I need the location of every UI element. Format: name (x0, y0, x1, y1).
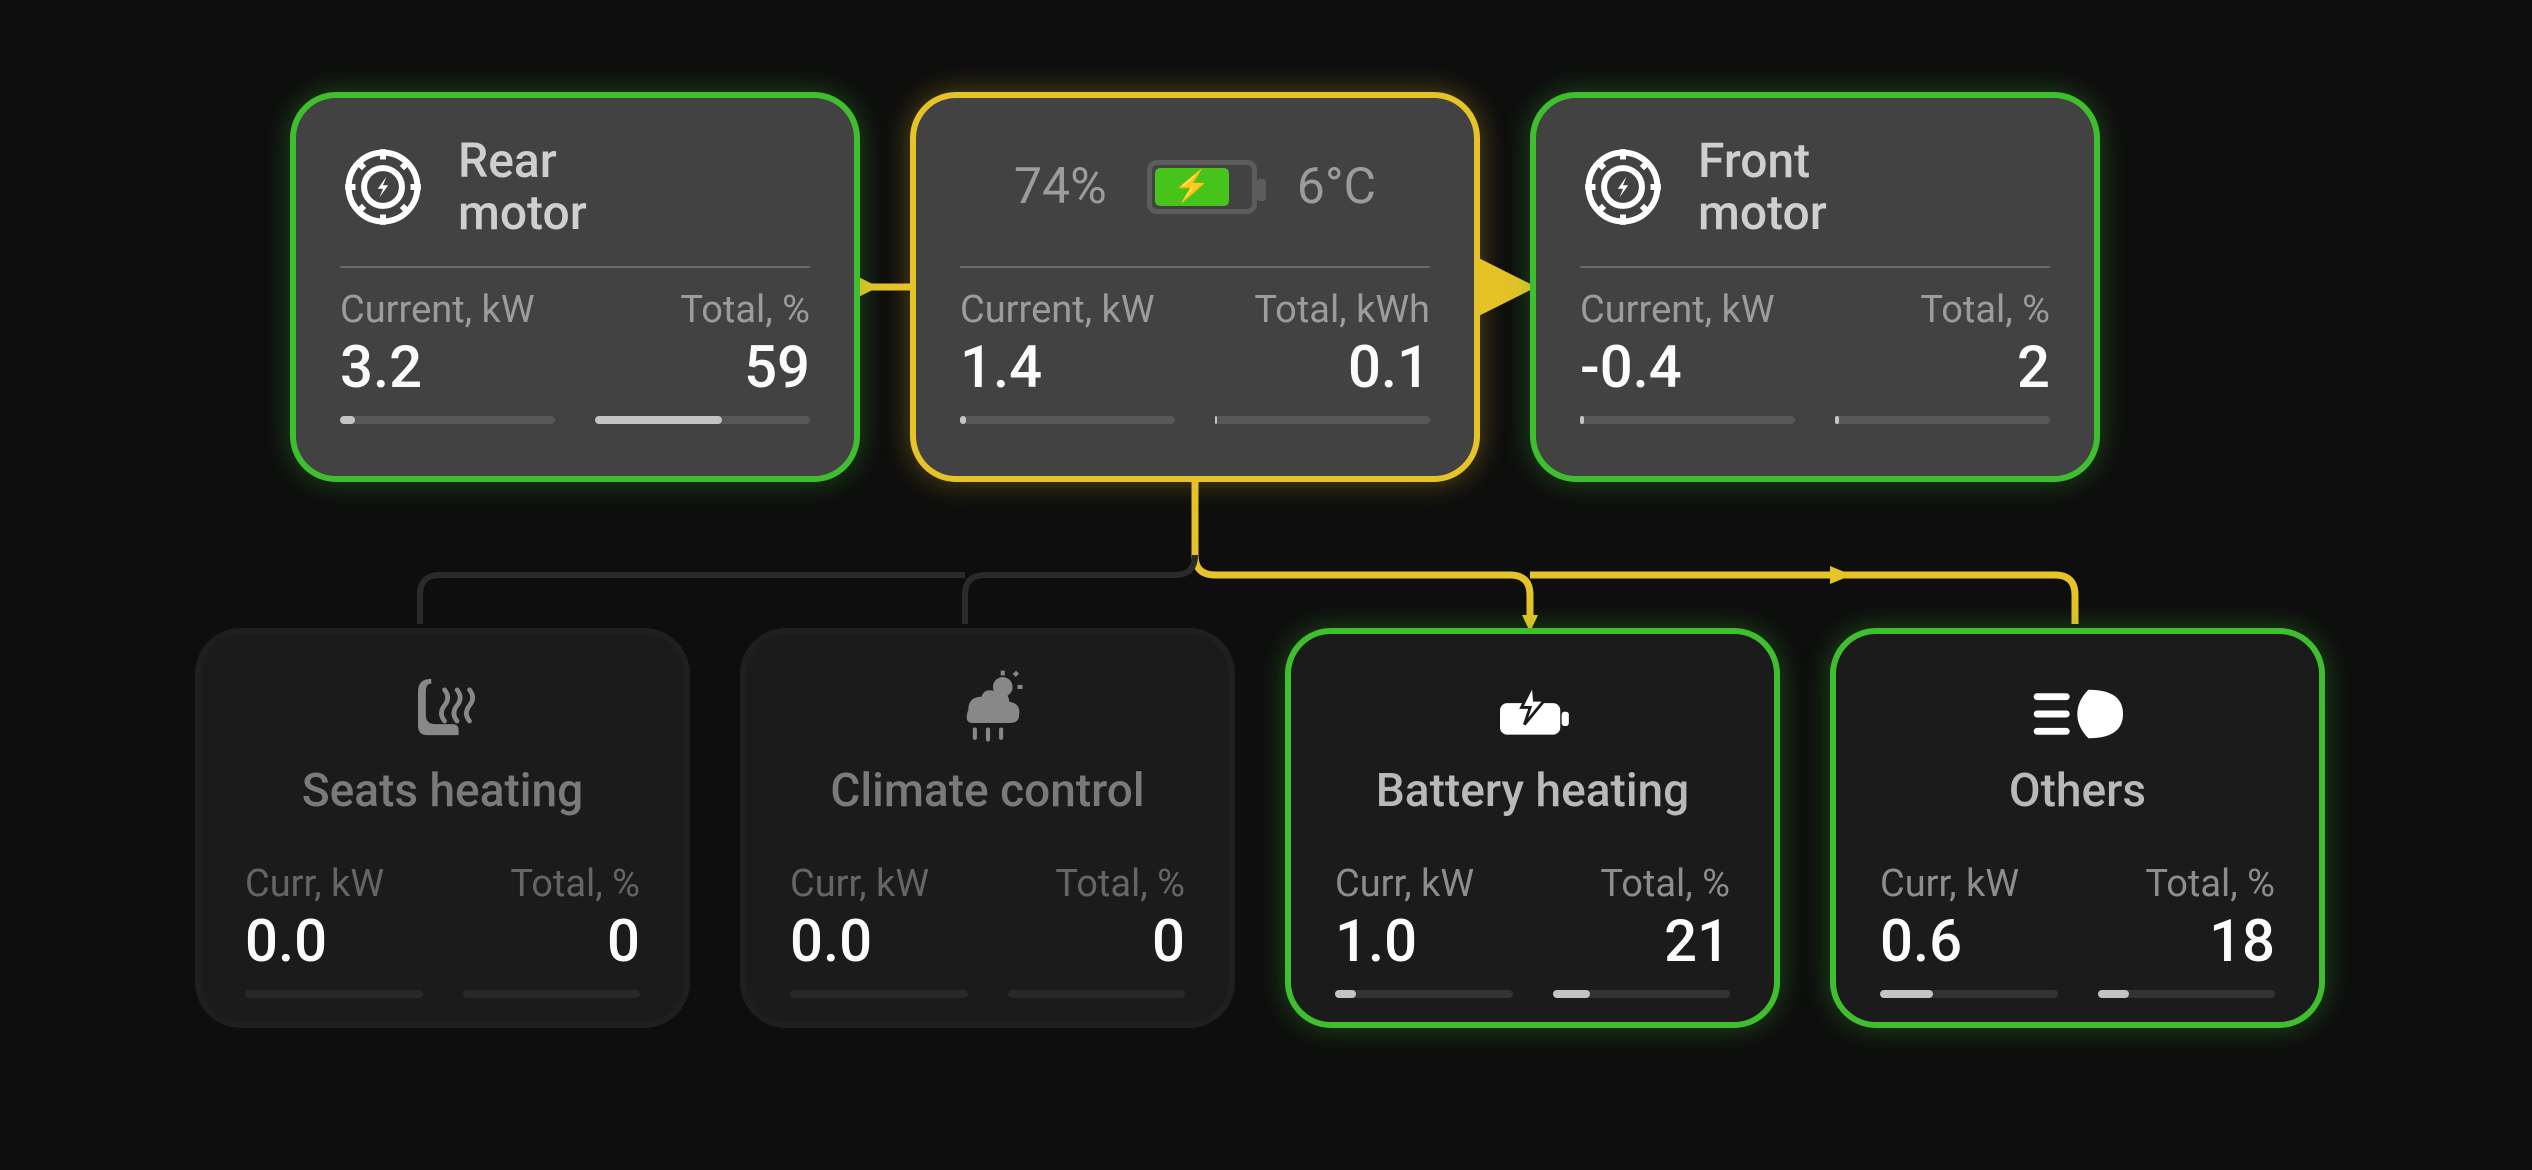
card-title: Climate control (830, 764, 1144, 818)
card-others[interactable]: Others Curr, kW 0.6 Total, % 18 (1830, 628, 2325, 1028)
metric-current: Current, kW -0.4 (1580, 288, 1795, 424)
card-title: Battery heating (1376, 764, 1689, 818)
metric-current: Current, kW 1.4 (960, 288, 1175, 424)
metric-current: Curr, kW 1.0 (1335, 862, 1513, 998)
metric-current: Curr, kW 0.0 (245, 862, 423, 998)
metric-total: Total, % 59 (595, 288, 810, 424)
battery-heating-icon (1490, 676, 1576, 746)
bar-total (1835, 416, 2050, 424)
divider (1580, 266, 2050, 268)
card-title: Front motor (1698, 135, 1827, 239)
bar-current (340, 416, 555, 424)
battery-soc: 74% (1014, 158, 1107, 216)
motor-icon (1580, 144, 1666, 230)
card-title: Seats heating (302, 764, 583, 818)
card-title: Others (2009, 764, 2146, 818)
bar-total (595, 416, 810, 424)
card-battery[interactable]: 74% ⚡ 6°C Current, kW 1.4 Total, kWh 0.1 (910, 92, 1480, 482)
card-front-motor[interactable]: Front motor Current, kW -0.4 Total, % 2 (1530, 92, 2100, 482)
battery-icon: ⚡ (1147, 160, 1257, 214)
card-seats-heating[interactable]: Seats heating Curr, kW 0.0 Total, % 0 (195, 628, 690, 1028)
card-battery-heating[interactable]: Battery heating Curr, kW 1.0 Total, % 21 (1285, 628, 1780, 1028)
divider (960, 266, 1430, 268)
climate-icon (947, 664, 1029, 746)
metric-current: Current, kW 3.2 (340, 288, 555, 424)
metric-current: Curr, kW 0.6 (1880, 862, 2058, 998)
card-rear-motor[interactable]: Rear motor Current, kW 3.2 Total, % 59 (290, 92, 860, 482)
card-title: Rear motor (458, 135, 587, 239)
card-climate-control[interactable]: Climate control Curr, kW 0.0 Total, % 0 (740, 628, 1235, 1028)
metric-current: Curr, kW 0.0 (790, 862, 968, 998)
metric-total: Total, % 21 (1553, 862, 1731, 998)
motor-icon (340, 144, 426, 230)
metric-total: Total, % 0 (463, 862, 641, 998)
metric-total: Total, % 0 (1008, 862, 1186, 998)
metric-total: Total, kWh 0.1 (1215, 288, 1430, 424)
metric-total: Total, % 2 (1835, 288, 2050, 424)
divider (340, 266, 810, 268)
battery-temp: 6°C (1297, 158, 1376, 216)
bar-current (1580, 416, 1795, 424)
bar-total (1215, 416, 1430, 424)
headlight-icon (2033, 682, 2123, 746)
bar-current (960, 416, 1175, 424)
metric-total: Total, % 18 (2098, 862, 2276, 998)
seat-heating-icon (404, 668, 482, 746)
